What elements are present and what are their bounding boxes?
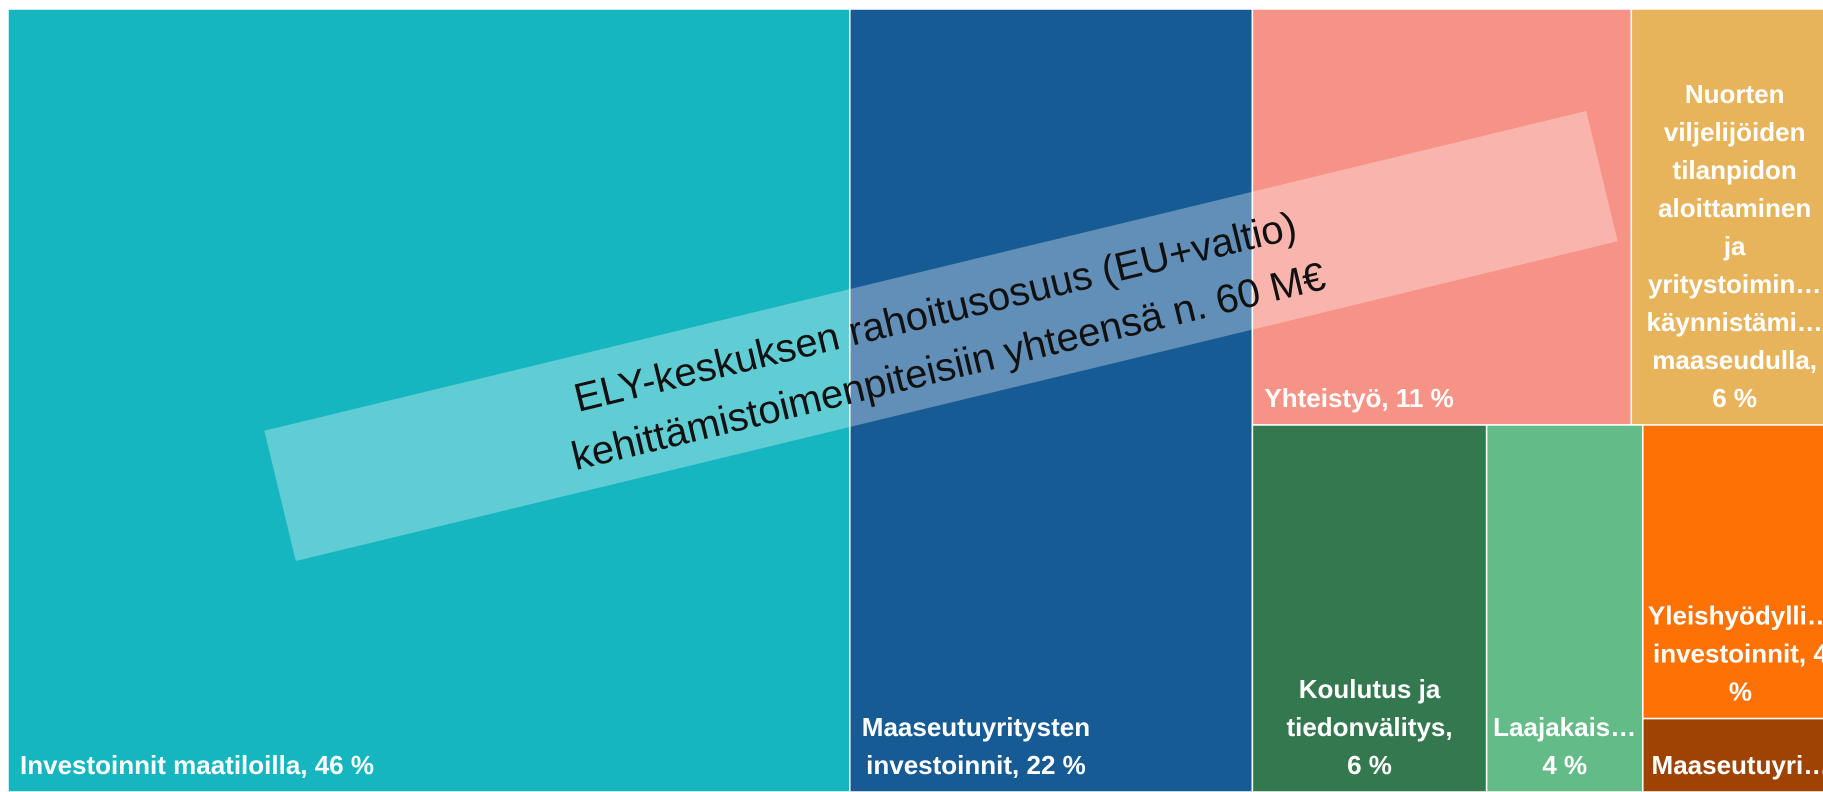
cell-label-line: Yleishyödylli…	[1648, 601, 1823, 631]
treemap-cell	[1630, 8, 1823, 426]
treemap-cell	[7, 8, 851, 792]
cell-label: Yleishyödylli… investoinnit, 4%	[1648, 601, 1823, 707]
cell-label-line: investoinnit, 22 %	[866, 750, 1086, 780]
treemap-cell	[1251, 424, 1488, 792]
cell-label-line: käynnistämi…	[1647, 307, 1823, 337]
cell-label-line: Laajakais…	[1493, 712, 1636, 742]
cell-label-line: viljelijöiden	[1664, 117, 1806, 147]
cell-label-line: aloittaminen	[1658, 193, 1811, 223]
cell-label-line: tiedonvälitys,	[1286, 712, 1452, 742]
cell-label-line: Koulutus ja	[1299, 674, 1441, 704]
treemap-cell	[849, 8, 1254, 792]
cell-label-line: Nuorten	[1685, 79, 1785, 109]
cell-label-line: yritystoimin…	[1648, 269, 1821, 299]
cell-label-line: %	[1729, 677, 1752, 707]
cell-label: Yhteistyö, 11 %	[1264, 383, 1453, 413]
cell-label-line: tilanpidon	[1673, 155, 1797, 185]
treemap-cell	[1251, 8, 1633, 426]
cell-label-line: Maaseutuyri…	[1652, 750, 1823, 780]
cell-label-line: Yhteistyö, 11 %	[1264, 383, 1453, 413]
cell-label: Laajakais… 4 %	[1493, 712, 1636, 780]
cell-label: Maaseutuyritysten investoinnit, 22 %	[862, 712, 1090, 780]
cell-label-line: ja	[1723, 231, 1746, 261]
cell-label-line: investoinnit, 4	[1653, 639, 1823, 669]
cell-label-line: 6 %	[1712, 383, 1757, 413]
cell-label: Koulutus ja tiedonvälitys, 6 %	[1286, 674, 1452, 780]
cell-label-line: maaseudulla,	[1652, 345, 1817, 375]
treemap-cell	[1642, 717, 1823, 792]
annotation-banner	[264, 110, 1618, 562]
cell-label-line: Maaseutuyritysten	[862, 712, 1090, 742]
cell-label: Nuorten viljelijöiden tilanpidon aloittamin…	[1647, 79, 1823, 413]
cell-label: Maaseutuyri…	[1652, 750, 1823, 780]
cell-label-line: 6 %	[1347, 750, 1392, 780]
treemap-cell	[1642, 424, 1823, 720]
cell-label-line: 4 %	[1542, 750, 1587, 780]
cell-label-line: Investoinnit maatiloilla, 46 %	[20, 750, 374, 780]
treemap-cell	[1485, 424, 1644, 792]
cell-label: Investoinnit maatiloilla, 46 %	[20, 750, 374, 780]
